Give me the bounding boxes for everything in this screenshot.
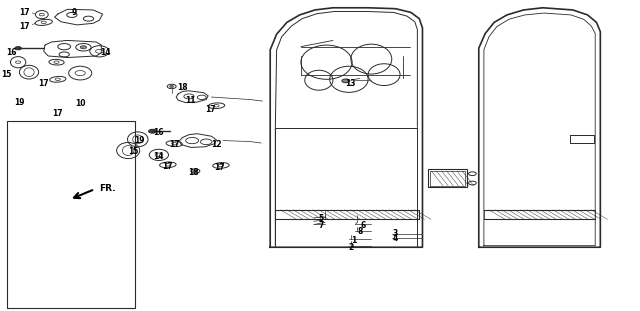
Text: 15: 15 (1, 70, 12, 79)
Text: 18: 18 (188, 168, 199, 177)
Text: 19: 19 (14, 98, 25, 107)
Text: 1: 1 (351, 236, 356, 244)
Ellipse shape (80, 46, 86, 49)
Bar (6, 121, 134, 308)
Text: 17: 17 (19, 8, 30, 17)
Ellipse shape (15, 47, 21, 50)
Text: 14: 14 (100, 49, 111, 57)
Text: 17: 17 (214, 163, 225, 172)
Text: 4: 4 (393, 234, 398, 243)
Ellipse shape (342, 79, 349, 83)
Text: 13: 13 (346, 80, 356, 88)
Text: 5: 5 (319, 214, 324, 223)
Text: 12: 12 (211, 140, 221, 149)
Text: 14: 14 (154, 152, 164, 160)
Text: 17: 17 (52, 109, 63, 118)
Text: 17: 17 (169, 140, 180, 149)
Text: 16: 16 (154, 128, 164, 137)
Text: 10: 10 (75, 99, 86, 108)
Ellipse shape (148, 129, 156, 133)
Ellipse shape (170, 86, 173, 87)
Text: 3: 3 (393, 230, 398, 238)
Text: 17: 17 (205, 105, 216, 114)
Text: 18: 18 (177, 83, 188, 91)
Text: 16: 16 (6, 49, 17, 57)
Text: 17: 17 (19, 22, 30, 31)
Text: 6: 6 (361, 221, 366, 230)
Text: 19: 19 (134, 136, 145, 145)
Text: 9: 9 (71, 8, 76, 17)
Text: 2: 2 (348, 243, 353, 252)
Text: 8: 8 (357, 227, 362, 236)
Text: 17: 17 (163, 162, 173, 171)
Text: 11: 11 (186, 96, 196, 104)
Text: 15: 15 (128, 147, 138, 156)
Ellipse shape (193, 170, 197, 172)
Text: 7: 7 (319, 221, 324, 230)
Text: 17: 17 (38, 80, 49, 88)
Text: FR.: FR. (99, 184, 116, 193)
